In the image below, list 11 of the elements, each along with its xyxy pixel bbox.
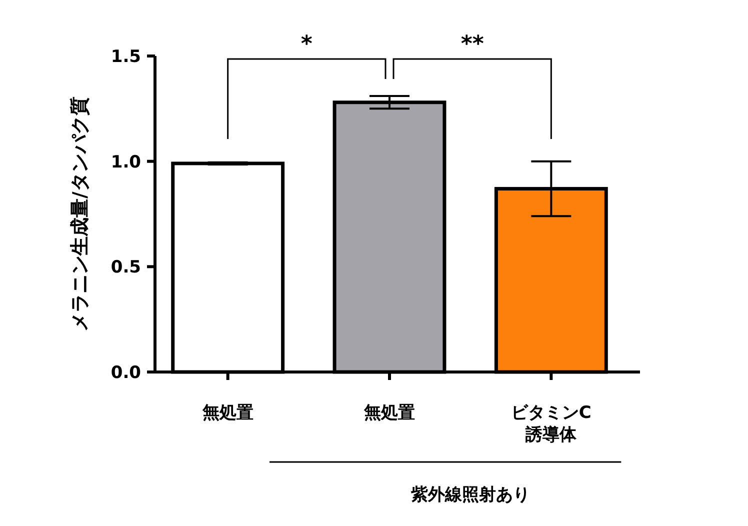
y-axis-title: メラニン生成量/タンパク質 [69,96,91,332]
x-tick-label: ビタミンC 誘導体 [510,403,592,445]
x-tick-label: 無処置 [363,403,415,423]
text: 紫外線照射あり [410,485,530,505]
y-tick-label: 1.5 [110,47,141,67]
x-tick-label: 無処置 [201,403,254,423]
y-tick-label: 1.0 [110,152,142,172]
y-tick-label: 0.5 [110,258,141,278]
annotation: * [300,32,313,57]
y-tick-label: 0.0 [110,363,142,383]
annotation: ** [460,32,484,57]
